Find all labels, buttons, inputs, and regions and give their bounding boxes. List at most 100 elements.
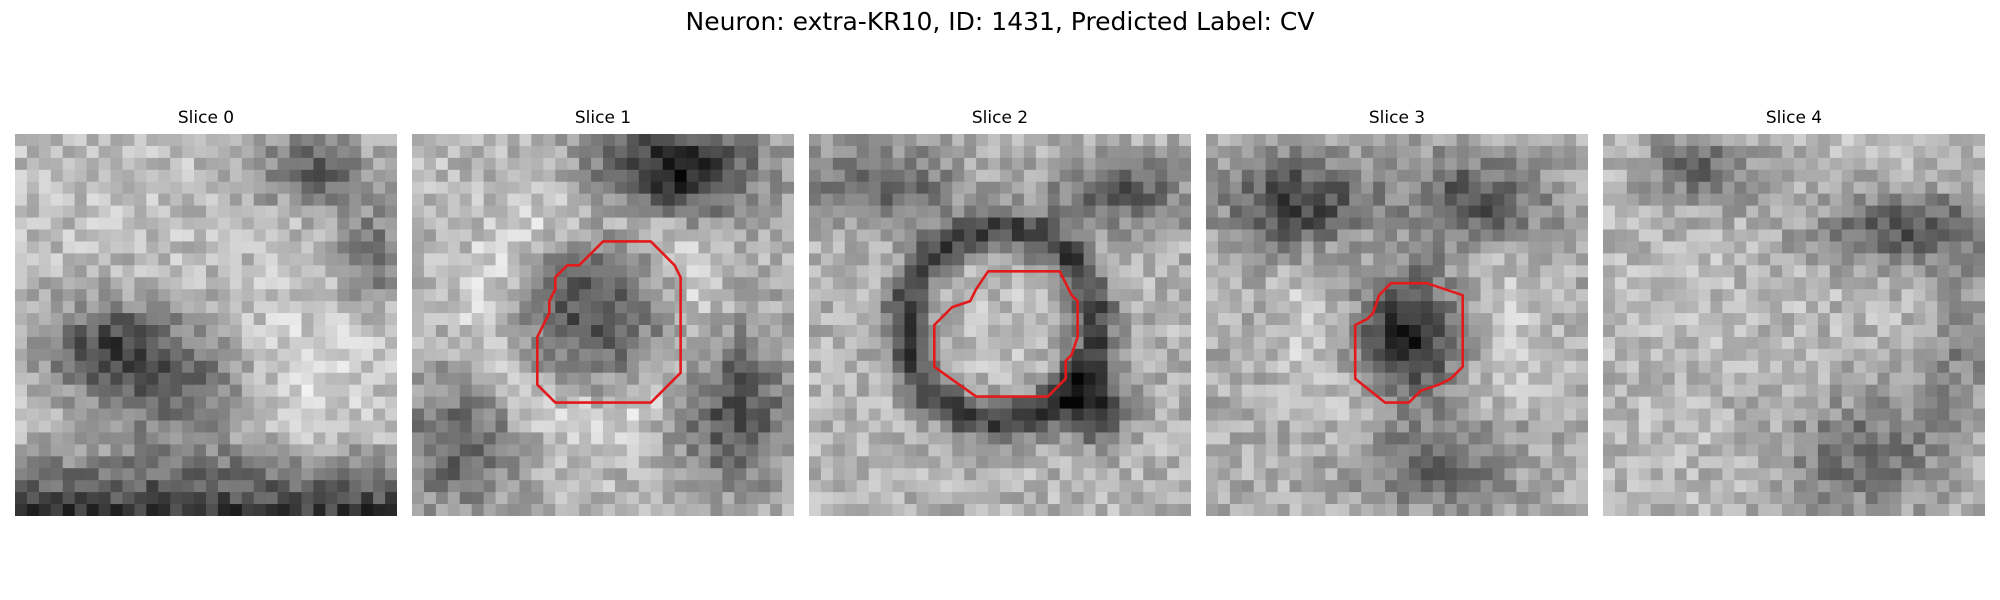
pixel (940, 325, 953, 338)
pixel (1770, 432, 1783, 445)
pixel (1444, 492, 1458, 505)
pixel (86, 253, 100, 266)
pixel (1889, 157, 1903, 171)
pixel (1516, 253, 1529, 266)
pixel (98, 432, 112, 445)
pixel (638, 360, 652, 374)
pixel (614, 336, 628, 350)
pixel (626, 181, 640, 195)
pixel (265, 289, 279, 302)
pixel (50, 193, 64, 207)
pixel (1432, 217, 1446, 231)
pixel (1949, 265, 1962, 278)
pixel (325, 217, 338, 231)
pixel (507, 468, 521, 481)
pixel (1325, 134, 1338, 147)
pixel (26, 360, 40, 374)
pixel (495, 134, 509, 147)
pixel (686, 301, 700, 314)
pixel (313, 205, 326, 219)
pixel (1265, 301, 1279, 314)
pixel (98, 360, 112, 374)
pixel (1035, 408, 1049, 422)
pixel (1301, 325, 1315, 338)
pixel (1877, 193, 1891, 207)
pixel (1504, 468, 1517, 481)
pixel (1432, 384, 1446, 398)
pixel (265, 181, 279, 195)
pixel (1614, 384, 1628, 398)
pixel (265, 396, 279, 410)
pixel (1289, 348, 1303, 362)
pixel (158, 444, 171, 457)
pixel (265, 205, 279, 219)
pixel (1385, 313, 1398, 326)
pixel (1155, 336, 1168, 350)
pixel (844, 480, 858, 493)
pixel (1817, 205, 1831, 219)
pixel (1913, 193, 1926, 207)
pixel (1289, 492, 1303, 505)
pixel (1035, 313, 1049, 326)
pixel (1710, 277, 1723, 290)
pixel (1155, 384, 1168, 398)
pixel (1071, 492, 1085, 505)
pixel (1564, 265, 1577, 278)
pixel (1564, 313, 1577, 326)
pixel (880, 181, 894, 195)
pixel (134, 301, 147, 314)
pixel (217, 456, 231, 469)
pixel (1265, 360, 1279, 374)
pixel (940, 241, 953, 254)
pixel (182, 277, 195, 290)
pixel (1877, 336, 1891, 350)
pixel (543, 169, 556, 183)
pixel (603, 492, 616, 505)
pixel (1817, 348, 1831, 362)
pixel (591, 169, 604, 183)
pixel (1337, 504, 1350, 516)
pixel (1059, 181, 1073, 195)
pixel (1456, 432, 1470, 445)
pixel (555, 229, 568, 243)
pixel (1119, 396, 1132, 410)
pixel (1480, 301, 1494, 314)
pixel (86, 193, 100, 207)
pixel (543, 420, 556, 434)
pixel (1686, 444, 1700, 457)
pixel (1961, 277, 1974, 290)
pixel (758, 157, 771, 171)
pixel (1865, 193, 1879, 207)
pixel (110, 408, 124, 422)
pixel (1841, 265, 1855, 278)
pixel (555, 145, 568, 159)
pixel (1817, 181, 1831, 195)
pixel (1829, 193, 1843, 207)
pixel (1805, 169, 1819, 183)
pixel (423, 444, 437, 457)
pixel (638, 325, 652, 338)
pixel (1095, 492, 1109, 505)
pixel (1131, 241, 1144, 254)
pixel (277, 313, 291, 326)
pixel (110, 265, 124, 278)
pixel (1167, 396, 1180, 410)
pixel (1265, 265, 1279, 278)
pixel (976, 229, 989, 243)
pixel (194, 289, 207, 302)
pixel (856, 504, 870, 516)
pixel (916, 336, 929, 350)
pixel (1035, 157, 1049, 171)
pixel (674, 456, 688, 469)
pixel (892, 372, 906, 386)
pixel (122, 265, 135, 278)
pixel (579, 217, 592, 231)
pixel (412, 336, 425, 350)
pixel (662, 336, 676, 350)
pixel (1432, 360, 1446, 374)
pixel (1853, 181, 1867, 195)
pixel (809, 169, 822, 183)
pixel (459, 134, 473, 147)
pixel (1504, 432, 1517, 445)
pixel (1253, 205, 1267, 219)
